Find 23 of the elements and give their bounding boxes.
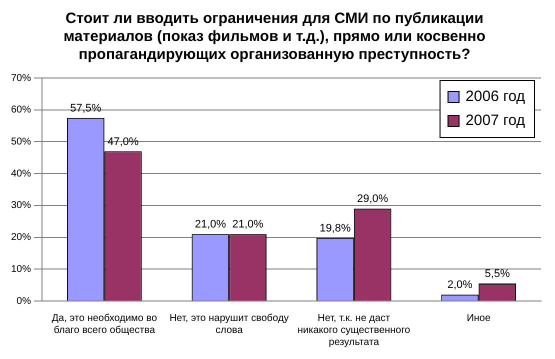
y-tick-label: 60% [11,104,32,116]
y-tick-label: 30% [11,200,32,212]
y-tick-label: 0% [16,296,32,307]
y-tick-label: 50% [11,136,32,148]
y-tick-label: 40% [11,168,32,180]
data-label: 29,0% [356,193,388,206]
data-label: 5,5% [484,268,510,280]
data-label: 21,0% [194,218,226,231]
x-tick-label: Да, это необходимо во благо всего общества [52,312,158,336]
data-label: 19,8% [320,222,351,234]
y-tick-label: 20% [11,232,32,244]
legend-label: 2006 год [466,88,526,106]
legend-label: 2007 год [466,112,526,130]
x-tick-label: Иное [466,312,491,324]
data-label: 2,0% [447,279,473,292]
data-label: 21,0% [232,218,264,231]
data-label: 47,0% [108,136,139,148]
x-tick-label: Нет, т.к. не даст никакого существенного результата [298,312,411,348]
chart-title: Стоит ли вводить ограничения для СМИ по публикации материалов (показ фильмов и т.д.), прямо или косвенно пропагандирующих организованную преступность? [64,10,486,64]
x-tick-label: Нет, это нарушит свободу слова [169,312,289,336]
y-tick-label: 10% [11,264,32,275]
y-tick-label: 70% [11,72,32,84]
data-label: 57,5% [70,102,102,114]
